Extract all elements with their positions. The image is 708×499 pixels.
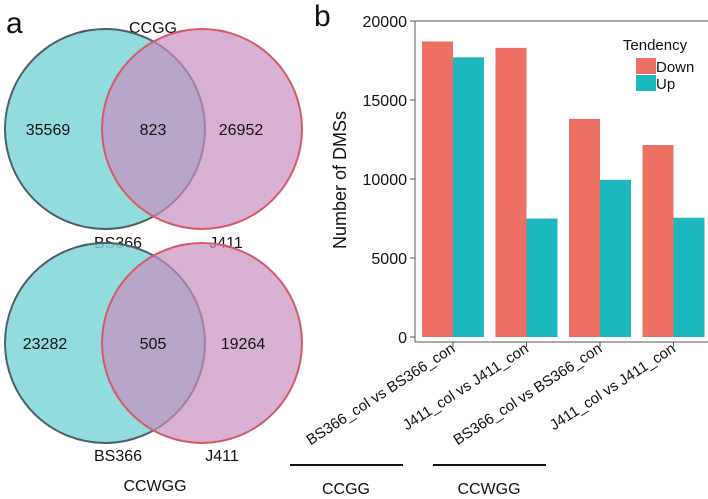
y-tick-label: 0 bbox=[398, 330, 407, 347]
venn-ccgg-overlap-count: 823 bbox=[140, 122, 167, 139]
plot-frame bbox=[414, 20, 708, 343]
y-tick-label: 10000 bbox=[363, 172, 408, 189]
venn-ccwgg-left-set-label: BS366 bbox=[94, 448, 142, 465]
y-tick-label: 15000 bbox=[363, 93, 408, 110]
x-tick-label: BS366_col vs BS366_con bbox=[303, 340, 458, 449]
dms-bar-chart: Number of DMSs 0 5000 10000 15000 20000 BS36… bbox=[303, 14, 708, 449]
bar-down-2 bbox=[495, 47, 527, 338]
bar-up-2 bbox=[526, 218, 558, 337]
venn-ccwgg-title: CCWGG bbox=[123, 478, 186, 495]
bar-down-4 bbox=[642, 145, 674, 337]
venn-ccgg: CCGG 35569 823 26952 BS366 J411 bbox=[4, 20, 303, 252]
bar-down-1 bbox=[422, 41, 453, 337]
venn-ccwgg-left-only-count: 23282 bbox=[23, 336, 68, 353]
venn-ccwgg-overlap-count: 505 bbox=[140, 336, 167, 353]
venn-ccwgg: 23282 505 19264 BS366 J411 CCWGG bbox=[4, 242, 303, 495]
legend-swatch-up bbox=[636, 75, 656, 91]
legend-label-down: Down bbox=[656, 59, 694, 76]
legend-title: Tendency bbox=[623, 37, 688, 54]
venn-ccwgg-right-set-label: J411 bbox=[205, 448, 239, 465]
venn-ccwgg-right-only-count: 19264 bbox=[221, 336, 266, 353]
y-tick-label: 5000 bbox=[371, 251, 407, 268]
legend: Tendency Down Up bbox=[623, 37, 694, 93]
group-label-ccgg: CCGG bbox=[322, 481, 370, 498]
venn-ccgg-left-only-count: 35569 bbox=[26, 122, 71, 139]
y-axis-label: Number of DMSs bbox=[330, 111, 350, 249]
y-tick-label: 20000 bbox=[363, 14, 408, 31]
bar-up-3 bbox=[600, 179, 631, 337]
panel-a-label: a bbox=[6, 7, 23, 40]
bar-up-1 bbox=[453, 57, 484, 338]
venn-ccgg-j411-circle bbox=[101, 28, 303, 230]
group-label-ccwgg: CCWGG bbox=[457, 481, 520, 498]
x-tick-label: J411_col vs J411_con bbox=[547, 340, 679, 434]
legend-swatch-down bbox=[636, 58, 656, 74]
panel-b-label: b bbox=[314, 0, 331, 33]
bar-up-4 bbox=[673, 217, 705, 337]
bar-down-3 bbox=[569, 118, 600, 338]
legend-label-up: Up bbox=[656, 76, 675, 93]
x-tick-label: J411_col vs J411_con bbox=[400, 340, 532, 434]
venn-ccwgg-j411-circle bbox=[101, 242, 303, 444]
venn-ccgg-right-only-count: 26952 bbox=[219, 122, 264, 139]
venn-ccgg-title: CCGG bbox=[129, 20, 177, 37]
